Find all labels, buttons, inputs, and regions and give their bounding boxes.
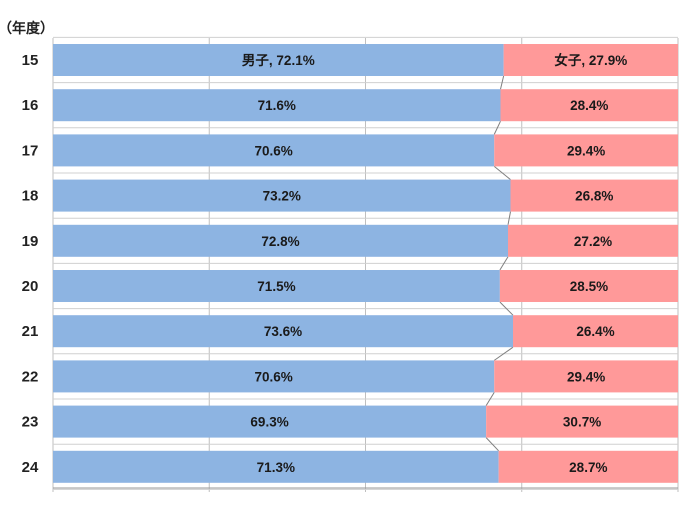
category-label: 23 [22,414,39,431]
bar-male [53,224,508,257]
data-label-female: 29.4% [567,369,605,384]
category-label: 21 [22,323,39,340]
data-label-male: 70.6% [254,369,292,384]
bar-female [498,450,678,483]
data-label-female: 29.4% [567,143,605,158]
bar-male [53,270,500,302]
data-label-male: 男子, 72.1% [242,53,315,68]
data-label-male: 71.6% [258,98,296,113]
data-labels: 男子, 72.1% 女子, 27.9% 71.6% 28.4% 70.6% 29.4% 73… [242,52,627,475]
series-lines [485,75,514,452]
bar-female [503,44,678,76]
bar-male [53,360,495,393]
data-label-female: 26.8% [575,189,613,204]
series-line [493,346,514,361]
data-label-male: 73.6% [264,324,302,339]
series-line [499,256,509,271]
series-line [493,120,501,135]
series-line [507,211,511,225]
series-line [485,392,495,406]
bar-male [53,450,499,483]
bar-female [508,224,678,257]
series-line [485,437,499,452]
bar-female [499,270,678,302]
series-line [493,166,511,180]
bar-male [53,134,495,167]
data-label-male: 69.3% [250,415,288,430]
category-label: 15 [22,52,39,69]
unit-label: （年度） [0,20,54,36]
category-label: 19 [22,233,39,250]
data-label-female: 女子, 27.9% [554,52,627,68]
category-label: 17 [22,142,39,159]
bar-male [53,44,504,76]
bar-female [494,360,678,393]
data-label-male: 73.2% [263,189,301,204]
data-label-female: 30.7% [563,415,601,430]
data-label-female: 26.4% [576,324,614,339]
data-label-female: 28.4% [570,98,608,113]
data-label-female: 28.5% [570,279,608,294]
data-label-male: 71.3% [257,460,295,475]
bar-male [53,315,513,348]
series-line [499,301,514,316]
category-label: 16 [22,97,39,114]
gridlines [52,36,679,492]
bar-female [486,405,678,438]
data-label-male: 70.6% [254,143,292,158]
category-label: 18 [22,188,39,205]
category-label: 24 [22,459,39,476]
bar-female [500,89,678,122]
data-label-female: 27.2% [574,234,612,249]
category-labels: 15 16 17 18 19 20 21 22 23 24 [22,52,39,476]
bar-male [53,89,501,122]
category-label: 20 [22,278,39,295]
bar-male [53,405,487,438]
category-label: 22 [22,368,39,385]
bars [53,44,678,483]
data-label-female: 28.7% [569,460,607,475]
data-label-male: 71.5% [257,279,295,294]
bar-female [494,134,678,167]
bar-female [510,179,678,212]
bar-male [53,179,511,212]
data-label-male: 72.8% [261,234,299,249]
series-line [500,75,505,90]
bar-female [513,315,678,348]
